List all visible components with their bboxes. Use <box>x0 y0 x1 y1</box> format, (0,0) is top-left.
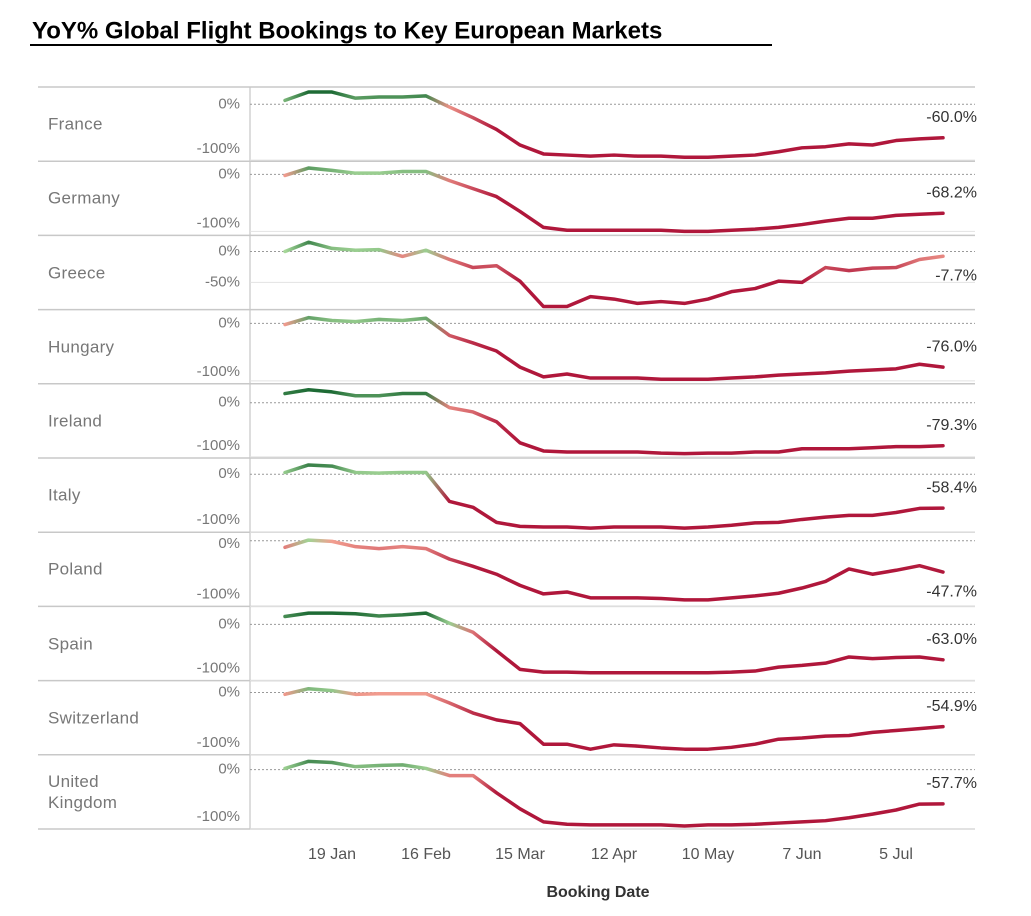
series-line <box>283 538 945 602</box>
end-value-label: -68.2% <box>926 184 977 201</box>
panel-name: Hungary <box>48 337 115 357</box>
series-line <box>283 90 945 160</box>
series-line <box>283 686 945 751</box>
y-tick-label: 0% <box>218 242 240 259</box>
y-tick-label: -100% <box>197 437 240 454</box>
y-tick-label: 0% <box>218 684 240 701</box>
y-tick-label: -100% <box>197 363 240 380</box>
y-tick-label: 0% <box>218 95 240 112</box>
panel-name: Ireland <box>48 411 103 431</box>
panel-name: Spain <box>48 634 93 653</box>
panel-name: Germany <box>48 188 121 208</box>
x-tick-label: 19 Jan <box>308 846 356 863</box>
y-tick-label: -100% <box>197 140 240 157</box>
y-tick-label: -100% <box>197 808 240 825</box>
end-value-label: -58.4% <box>926 479 977 496</box>
y-tick-label: 0% <box>218 465 240 482</box>
series-line <box>283 463 945 530</box>
x-tick-label: 7 Jun <box>782 846 821 863</box>
end-value-label: -47.7% <box>926 583 977 600</box>
y-tick-label: 0% <box>218 535 240 552</box>
y-tick-label: -100% <box>197 511 240 528</box>
panel-name: Switzerland <box>48 708 140 728</box>
series-line <box>283 611 945 675</box>
x-tick-label: 10 May <box>682 846 734 863</box>
x-axis-title: Booking Date <box>546 884 649 901</box>
end-value-label: -60.0% <box>926 109 977 126</box>
end-value-label: -63.0% <box>926 631 977 648</box>
end-value-label: -54.9% <box>926 698 977 715</box>
y-tick-label: 0% <box>218 761 240 778</box>
y-tick-label: -100% <box>197 585 240 602</box>
panel-name: Italy <box>48 485 81 505</box>
y-tick-label: 0% <box>218 314 240 331</box>
panel-name: Poland <box>48 559 103 579</box>
end-value-label: -76.0% <box>926 338 977 355</box>
series-line <box>283 240 945 309</box>
series-line <box>283 166 945 234</box>
series-line <box>283 315 945 381</box>
panel-name: Greece <box>48 263 106 282</box>
series-line <box>283 759 945 828</box>
y-tick-label: -100% <box>197 214 240 231</box>
y-tick-label: -100% <box>197 660 240 677</box>
series-line <box>283 388 945 456</box>
y-tick-label: -50% <box>205 273 240 290</box>
y-tick-label: 0% <box>218 165 240 182</box>
x-tick-label: 15 Mar <box>495 846 545 863</box>
y-tick-label: 0% <box>218 615 240 632</box>
y-tick-label: 0% <box>218 394 240 411</box>
end-value-label: -7.7% <box>935 267 977 284</box>
panel-name: France <box>48 114 103 134</box>
panel-name: United Kingdom <box>48 771 118 812</box>
end-value-label: -57.7% <box>926 775 977 792</box>
x-tick-label: 5 Jul <box>879 846 913 863</box>
chart-title: YoY% Global Flight Bookings to Key Europ… <box>32 17 662 44</box>
y-tick-label: -100% <box>197 734 240 751</box>
x-tick-label: 12 Apr <box>591 846 638 863</box>
end-value-label: -79.3% <box>926 417 977 434</box>
x-tick-label: 16 Feb <box>401 846 451 863</box>
